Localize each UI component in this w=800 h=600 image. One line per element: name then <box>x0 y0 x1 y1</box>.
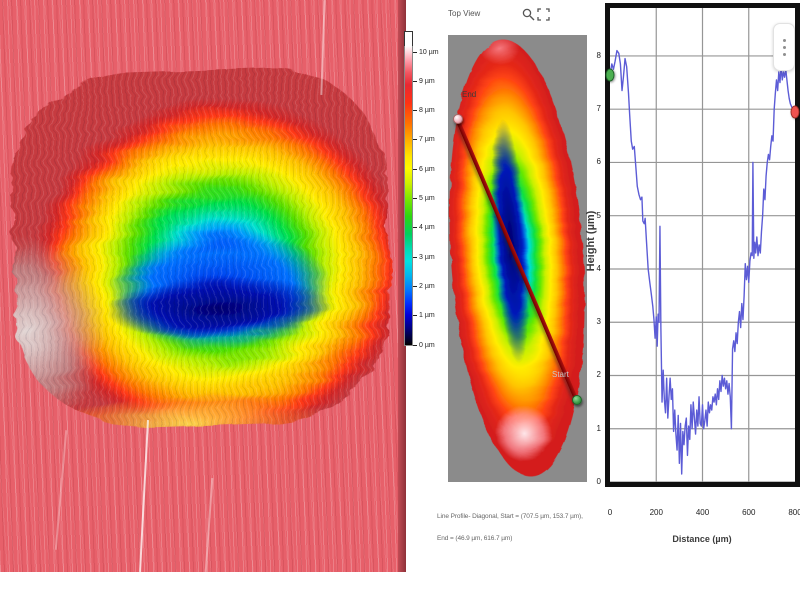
y-tick-label: 6 <box>596 157 601 167</box>
x-tick-label: 600 <box>742 508 756 517</box>
fullscreen-icon[interactable] <box>537 8 550 21</box>
colorbar-label: 4 µm <box>413 223 435 232</box>
y-tick-label: 5 <box>596 210 601 220</box>
colorbar-label: 1 µm <box>413 311 435 320</box>
colorbar-label: 2 µm <box>413 282 435 291</box>
profile-caption: Line Profile- Diagonal, Start = (707.5 µ… <box>437 513 583 542</box>
y-tick-label: 3 <box>596 317 601 327</box>
colorbar-label: 5 µm <box>413 194 435 203</box>
y-tick-label: 4 <box>596 263 601 273</box>
y-tick-label: 2 <box>596 370 601 380</box>
kebab-dot <box>782 52 786 56</box>
x-tick-label: 0 <box>607 508 613 517</box>
y-tick-label: 1 <box>596 423 601 433</box>
zoom-icon[interactable] <box>522 8 535 21</box>
colorbar-gradient <box>404 46 413 346</box>
colorbar-label: 9 µm <box>413 77 435 86</box>
plot-area <box>605 3 800 487</box>
end-marker <box>790 105 800 119</box>
colorbar-label: 10 µm <box>413 48 439 57</box>
x-tick-label: 400 <box>695 508 710 517</box>
start-label: Start <box>552 370 569 379</box>
colorbar-label: 0 µm <box>413 341 435 350</box>
colorbar-label: 8 µm <box>413 106 435 115</box>
surface-3d-view[interactable] <box>0 0 406 572</box>
top-view-image[interactable]: End Start <box>448 35 587 482</box>
profile-polyline <box>610 8 795 482</box>
start-marker <box>605 68 615 82</box>
y-tick-label: 0 <box>596 477 601 486</box>
chart-menu-button[interactable] <box>773 23 795 71</box>
x-axis-label: Distance (µm) <box>672 534 732 544</box>
profile-end-handle[interactable] <box>453 114 463 124</box>
profile-start-handle[interactable] <box>572 395 582 405</box>
x-tick-label: 200 <box>649 508 663 517</box>
height-colorbar: 10 µm 9 µm 8 µm 7 µm 6 µm 5 µm 4 µm 3 µm 2 µm 1 µ… <box>402 28 446 358</box>
crater-topography <box>7 63 395 433</box>
colorbar-label: 7 µm <box>413 135 435 144</box>
y-axis-label: Height (µm) <box>585 210 597 272</box>
x-tick-label: 800 <box>788 508 800 517</box>
kebab-dot <box>782 45 786 49</box>
surface-3d-edge <box>398 0 406 572</box>
colorbar-label: 6 µm <box>413 165 435 174</box>
y-tick-label: 8 <box>596 50 601 60</box>
colorbar-overflow-cap <box>404 31 413 47</box>
height-profile-line <box>610 51 795 474</box>
y-tick-label: 7 <box>596 104 601 114</box>
top-view-title: Top View <box>448 9 481 18</box>
kebab-dot <box>782 38 786 42</box>
end-label: End <box>462 90 477 99</box>
line-profile-chart: Height (µm) 0 1 2 3 4 5 6 7 8 0 200 400 600 800 Dist… <box>585 0 800 560</box>
colorbar-label: 3 µm <box>413 253 435 262</box>
